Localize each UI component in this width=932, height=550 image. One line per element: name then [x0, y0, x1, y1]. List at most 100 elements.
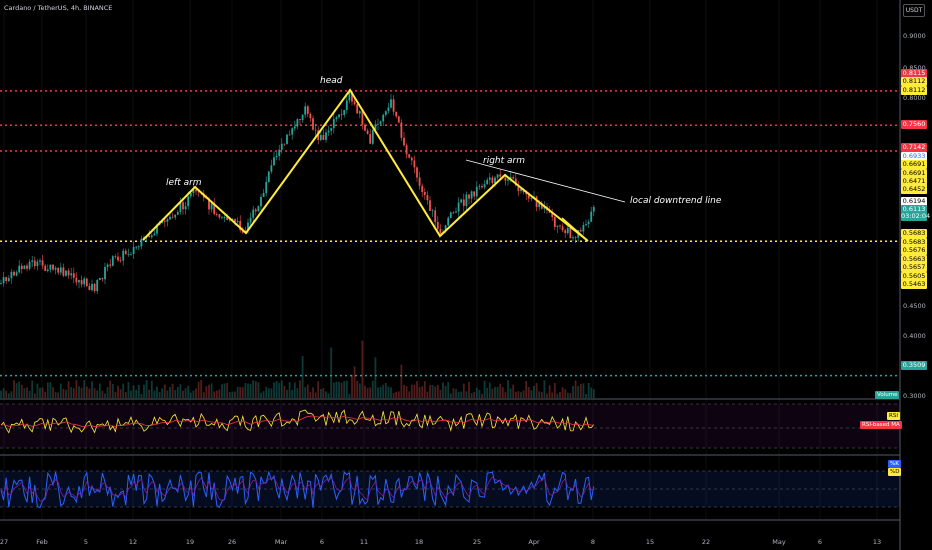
volume-bar: [494, 386, 496, 398]
volume-bar: [46, 382, 49, 398]
volume-bar: [413, 384, 416, 398]
volume-bar: [231, 391, 234, 398]
time-tick-label: 25: [472, 538, 482, 546]
candle-body: [421, 185, 424, 193]
time-tick-label: 11: [359, 538, 369, 546]
volume-bar: [208, 384, 210, 398]
volume-bar: [249, 384, 252, 398]
volume-bar: [431, 384, 434, 398]
volume-bar: [247, 383, 249, 398]
volume-bar: [270, 388, 273, 398]
candle-body: [80, 280, 83, 285]
time-tick-label: May: [772, 538, 786, 546]
candle-body: [85, 278, 88, 287]
price-tick-label: 0.8000: [903, 94, 926, 102]
volume-bar: [275, 381, 278, 398]
candle-body: [254, 209, 257, 212]
candle-body: [262, 193, 265, 197]
volume-bar: [377, 387, 379, 398]
candle-body: [413, 160, 416, 168]
volume-bar: [444, 385, 447, 398]
volume-bar: [111, 383, 114, 398]
volume-bar: [0, 390, 2, 398]
volume-bar: [288, 382, 291, 398]
candle-body: [569, 227, 572, 239]
candle-body: [340, 114, 343, 116]
candle-body: [210, 203, 213, 210]
volume-bar: [176, 387, 179, 398]
candle-body: [387, 107, 390, 112]
volume-bar: [39, 387, 41, 398]
candle-body: [5, 277, 8, 282]
volume-bar: [533, 385, 535, 398]
price-tag: 0.5463: [901, 279, 927, 289]
volume-bar: [166, 390, 169, 398]
time-tick-label: 6: [817, 538, 823, 546]
volume-bar: [20, 384, 23, 398]
candle-body: [72, 273, 75, 278]
volume-bar: [72, 388, 75, 398]
currency-button[interactable]: USDT: [903, 4, 925, 17]
volume-bar: [109, 380, 112, 398]
candle-body: [520, 188, 522, 192]
candle-body: [397, 116, 400, 123]
price-tick-label: 0.4000: [903, 332, 926, 340]
candle-body: [280, 143, 283, 150]
volume-bar: [67, 381, 70, 398]
candle-body: [439, 229, 442, 234]
volume-bar: [384, 382, 387, 398]
candle-body: [249, 217, 252, 223]
volume-bar: [106, 387, 109, 398]
volume-bar: [361, 340, 364, 398]
volume-label: Volume: [875, 391, 900, 399]
candle-body: [44, 265, 47, 272]
volume-bar: [267, 388, 270, 398]
candle-body: [559, 225, 561, 227]
volume-bar: [5, 390, 8, 398]
pane-borders: [0, 0, 901, 550]
volume-bar: [460, 391, 463, 398]
volume-bar: [366, 388, 369, 398]
price-tick-label: 0.3000: [903, 392, 926, 400]
volume-bar: [195, 388, 197, 398]
volume-bar: [556, 393, 559, 398]
candle-body: [465, 194, 468, 206]
volume-bar: [187, 385, 190, 398]
candle-body: [468, 194, 470, 199]
volume-bar: [405, 386, 408, 398]
volume-bar: [171, 383, 174, 398]
candle-body: [449, 212, 452, 218]
candle-body: [377, 123, 379, 125]
volume-bar: [574, 380, 577, 398]
candle-body: [15, 272, 18, 276]
volume-bar: [592, 389, 595, 398]
price-tag: 0.5657: [901, 262, 927, 272]
downtrend-line: [465, 159, 626, 203]
volume-bar: [98, 383, 101, 398]
candle-body: [574, 237, 577, 239]
candle-body: [132, 247, 135, 254]
volume-bar: [101, 390, 104, 398]
volume-bar: [93, 388, 96, 398]
candle-body: [236, 221, 239, 222]
price-tick-label: 0.4500: [903, 302, 926, 310]
volume-bar: [434, 386, 437, 398]
volume-bar: [15, 383, 18, 398]
head-shoulders-pattern: [142, 88, 589, 242]
candle-body: [408, 154, 411, 158]
volume-bar: [572, 385, 574, 398]
candle-body: [564, 230, 567, 234]
volume-bar: [91, 381, 93, 398]
volume-bar: [192, 390, 195, 398]
volume-bar: [348, 393, 351, 398]
volume-bar: [390, 387, 392, 398]
volume-bar: [283, 385, 286, 398]
volume-bar: [260, 392, 262, 398]
candle-body: [54, 267, 57, 270]
volume-bar: [491, 388, 494, 398]
candle-body: [356, 104, 359, 114]
volume-bar: [590, 387, 593, 398]
volume-bar: [96, 390, 99, 398]
volume-bar: [314, 392, 317, 398]
